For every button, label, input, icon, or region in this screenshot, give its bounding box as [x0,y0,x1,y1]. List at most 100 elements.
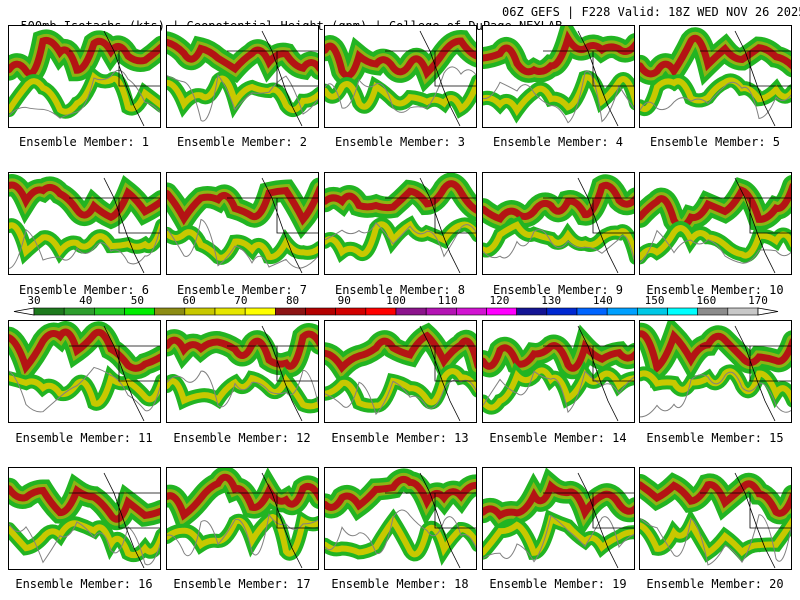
isotach-band [325,220,476,257]
height-contour [167,218,318,269]
isotach-band [640,225,791,261]
isotach-band [9,222,160,258]
isotach-map [483,468,634,569]
isotach-band [483,30,634,76]
colorbar-swatch [516,307,548,316]
colorbar-tick-label: 170 [748,295,768,307]
coastline-borders [543,325,634,422]
coastline-borders [543,472,634,569]
colorbar-swatch [365,307,397,316]
colorbar-right-arrow [757,307,779,316]
isotach-map [640,27,791,127]
height-contour [325,509,476,555]
isotach-band [325,37,476,80]
height-contour [483,370,634,414]
coastline-borders [69,472,160,569]
colorbar-swatch [727,307,759,316]
isotach-band [325,364,476,413]
ensemble-member-label: Ensemble Member: 10 [646,283,784,297]
isotach-band [640,182,791,230]
height-contour [167,74,318,122]
ensemble-member-label: Ensemble Member: 12 [173,431,311,445]
isotach-band [325,515,476,558]
ensemble-map-panel [482,172,635,275]
isotach-map [167,468,318,569]
colorbar-tick-label: 110 [438,295,458,307]
colorbar-swatch [214,307,246,316]
isotach-band [483,367,634,411]
isotach-map [483,26,634,127]
coastline-borders [227,325,318,422]
height-contour [9,227,160,269]
colorbar-swatch [63,307,95,316]
isotach-band [167,330,318,370]
ensemble-map-panel [8,320,161,423]
colorbar-swatch [667,307,698,316]
isotach-band [167,229,318,261]
colorbar-left-arrow [13,307,35,316]
height-contour [325,222,476,258]
isotach-map [9,321,160,422]
isotach-map [325,30,476,127]
colorbar-swatch [486,307,517,316]
isotach-band [640,368,791,403]
isotach-band [640,517,791,558]
colorbar-tick-label: 100 [386,295,406,307]
coastline-borders [227,30,318,127]
ensemble-member-label: Ensemble Member: 16 [15,577,153,591]
isotach-map [9,29,160,127]
coastline-borders [385,177,476,274]
colorbar-tick-label: 150 [645,295,665,307]
ensemble-member-label: Ensemble Member: 20 [646,577,784,591]
height-contour [640,514,791,566]
coastline-borders [69,325,160,422]
ensemble-member-label: Ensemble Member: 6 [18,283,150,297]
isotach-map [9,174,160,274]
ensemble-member-label: Ensemble Member: 8 [334,283,466,297]
coastline-borders [700,325,791,422]
isotach-band [640,221,791,265]
ensemble-map-panel [482,467,635,570]
isotach-map [483,174,634,274]
colorbar-swatch [275,307,306,316]
ensemble-map-panel [324,25,477,128]
isotach-map [325,173,476,274]
ensemble-map-panel [166,467,319,570]
isotach-map [640,321,791,422]
isotach-band [640,480,791,517]
colorbar-swatch [94,307,125,316]
coastline-borders [69,30,160,127]
ensemble-map-panel [324,467,477,570]
colorbar-tick-label: 90 [338,295,351,307]
height-contour [640,371,791,418]
isotach-band [167,185,318,226]
isotach-map [483,324,634,422]
isotach-band [325,78,476,114]
colorbar-swatch [124,307,155,316]
isotach-map [167,323,318,422]
colorbar-svg: 30 40 50 60 70 80 90 100 110 120 130 140 150 160 170 [13,294,779,316]
colorbar-tick-label: 40 [79,295,92,307]
colorbar-tick-label: 160 [696,295,716,307]
coastline-borders [700,472,791,569]
coastline-borders [543,177,634,274]
colorbar-swatch [154,307,186,316]
isotach-map [167,30,318,127]
isotach-band [483,181,634,224]
ensemble-member-label: Ensemble Member: 7 [176,283,308,297]
colorbar-tick-label: 70 [234,295,247,307]
ensemble-map-panel [639,467,792,570]
isotach-band [9,484,160,523]
height-contour [640,229,791,264]
colorbar-swatch [395,307,427,316]
isotach-band [325,368,476,409]
ensemble-map-panel [482,25,635,128]
isotach-band [325,331,476,374]
isotach-band [9,36,160,78]
height-contour [9,69,160,119]
isotach-band [9,71,160,115]
colorbar-swatch [697,307,729,316]
height-contour [483,229,634,262]
colorbar-swatch [576,307,608,316]
ensemble-map-panel [639,172,792,275]
